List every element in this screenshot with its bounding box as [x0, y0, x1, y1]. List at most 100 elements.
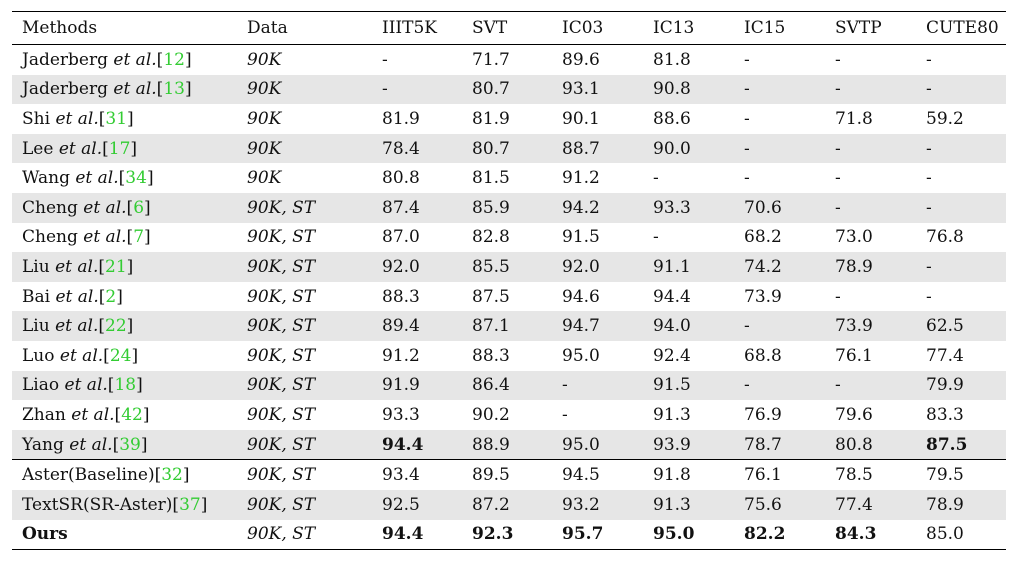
value-cell: 81.5	[472, 168, 510, 189]
citation-link[interactable]: 42	[121, 404, 143, 425]
et-al: et al.	[71, 404, 115, 425]
table-row: Ours 90K, ST 94.4 92.3 95.7 95.0 82.2 84.3 85.0	[12, 519, 1006, 551]
method-cell: Cheng et al.[6]	[12, 192, 237, 223]
value-cell: -	[734, 74, 825, 105]
value-cell: 92.5	[372, 489, 462, 520]
data-cell: 90K, ST	[237, 429, 372, 460]
value-cell: 88.3	[382, 286, 420, 307]
value-cell: -	[372, 74, 462, 105]
citation-link[interactable]: 17	[108, 138, 131, 159]
value-cell: 76.9	[744, 404, 782, 425]
value-cell: 94.4	[372, 429, 462, 460]
column-header: IC13	[643, 11, 734, 45]
citation-link[interactable]: 22	[105, 316, 127, 337]
value-cell: 95.0	[562, 345, 600, 366]
citation-link[interactable]: 13	[163, 79, 185, 100]
value-cell: -	[916, 133, 1006, 164]
value-cell: 71.7	[472, 49, 510, 70]
value-cell: 87.0	[382, 227, 420, 248]
value-cell: -	[825, 133, 916, 164]
value-cell: 62.5	[916, 311, 1006, 341]
value-cell: 79.9	[916, 370, 1006, 401]
value-cell: -	[825, 192, 916, 223]
method-cell: Jaderberg et al.[13]	[12, 74, 237, 105]
citation-link[interactable]: 7	[133, 227, 145, 248]
value-cell: -	[916, 252, 1006, 282]
value-cell: -	[653, 227, 659, 248]
value-cell: -	[744, 49, 750, 70]
citation-link[interactable]: 2	[105, 286, 117, 307]
value-cell: 90.1	[562, 108, 600, 129]
value-cell: 77.4	[926, 345, 964, 366]
value-cell: 74.2	[734, 252, 825, 282]
value-cell: -	[835, 168, 841, 189]
value-cell: 80.7	[462, 74, 552, 105]
value-cell: 91.2	[562, 168, 600, 189]
method-name: Jaderberg	[22, 79, 108, 100]
method-cell: Liu et al.[22]	[12, 311, 237, 341]
et-al: et al.	[75, 168, 119, 189]
value-cell: -	[734, 370, 825, 401]
value-cell: -	[825, 370, 916, 401]
method-name: Wang	[22, 168, 70, 189]
value-cell: 95.0	[552, 429, 643, 460]
value-cell: -	[916, 74, 1006, 105]
method-cell: Shi et al.[31]	[22, 108, 134, 129]
data-cell: 90K, ST	[247, 286, 316, 307]
et-al: et al.	[113, 79, 157, 100]
column-header: IC15	[734, 11, 825, 45]
table-row: Aster(Baseline)[32] 90K, ST 93.4 89.5 94.5 91…	[12, 459, 1006, 490]
value-cell: 91.2	[382, 345, 420, 366]
column-header: IC03	[552, 11, 643, 45]
value-cell: 91.3	[653, 404, 691, 425]
method-name: Jaderberg	[22, 49, 108, 70]
et-al: et al.	[55, 256, 99, 277]
value-cell: -	[744, 108, 750, 129]
method-cell: TextSR(SR-Aster)[37]	[12, 489, 237, 520]
value-cell: 80.8	[825, 429, 916, 460]
method-cell: Aster(Baseline)[32]	[12, 459, 237, 490]
value-cell: 89.5	[462, 459, 552, 490]
citation-link[interactable]: 39	[119, 434, 141, 455]
table-row: Wang et al.[34] 90K 80.8 81.5 91.2 - - - -	[12, 163, 1006, 193]
table-row: Jaderberg et al.[13] 90K -80.7 93.1 90.8- - -	[12, 74, 1006, 105]
value-cell: 81.9	[472, 108, 510, 129]
value-cell: 83.3	[926, 404, 964, 425]
citation-link[interactable]: 37	[179, 494, 201, 515]
citation-link[interactable]: 12	[163, 49, 185, 70]
value-cell: 94.7	[552, 311, 643, 341]
value-cell: -	[734, 133, 825, 164]
table-row: TextSR(SR-Aster)[37] 90K, ST 92.5 87.2 93.2 9…	[12, 489, 1006, 520]
data-cell: 90K, ST	[247, 227, 316, 248]
data-cell: 90K	[237, 74, 372, 105]
citation-link[interactable]: 31	[105, 108, 128, 129]
method-name: Liu	[22, 256, 50, 277]
et-al: et al.	[58, 138, 103, 159]
value-cell: 87.2	[462, 489, 552, 520]
citation-link[interactable]: 6	[133, 197, 145, 218]
table-row: Liu et al.[22] 90K, ST 89.4 87.1 94.7 94.0-73…	[12, 311, 1006, 341]
value-cell: 87.5	[472, 286, 510, 307]
value-cell: 73.9	[825, 311, 916, 341]
citation-link[interactable]: 18	[114, 375, 137, 396]
value-cell: 84.3	[825, 519, 916, 551]
citation-link[interactable]: 21	[105, 256, 127, 277]
table-row: Bai et al.[2] 90K, ST 88.3 87.5 94.6 94.4 73.9…	[12, 282, 1006, 312]
citation-link[interactable]: 32	[161, 465, 183, 486]
results-table: Methods Data IIIT5K SVT IC03 IC13 IC15 SVTP CUTE…	[12, 11, 1006, 551]
column-header: Methods	[12, 11, 237, 45]
table-row: Liao et al.[18] 90K, ST 91.9 86.4-91.5- -79.…	[12, 370, 1006, 401]
method-name: Ours	[22, 524, 68, 545]
citation-link[interactable]: 24	[109, 345, 132, 366]
method-name: Luo	[22, 345, 55, 366]
data-cell: 90K, ST	[237, 519, 372, 551]
value-cell: 89.4	[372, 311, 462, 341]
value-cell: 80.8	[382, 168, 420, 189]
citation-link[interactable]: 34	[125, 168, 147, 189]
value-cell: 88.3	[472, 345, 510, 366]
method-name: Bai	[22, 286, 51, 307]
method-name: Cheng	[22, 227, 78, 248]
data-cell: 90K, ST	[237, 459, 372, 490]
data-cell: 90K, ST	[237, 311, 372, 341]
method-cell: Bai et al.[2]	[22, 286, 123, 307]
